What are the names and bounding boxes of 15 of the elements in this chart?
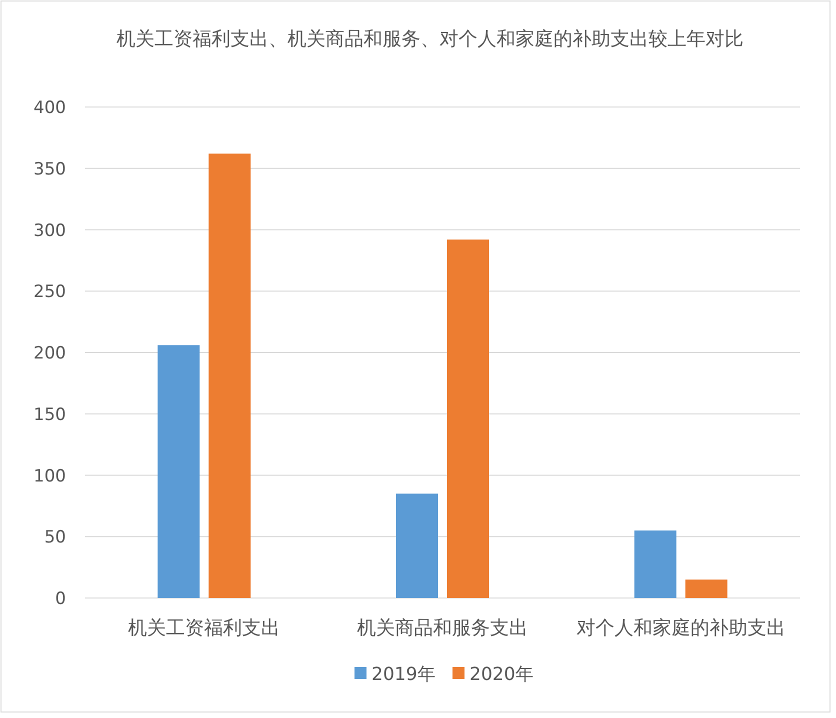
x-tick-label: 机关商品和服务支出 [357, 617, 528, 639]
x-tick-label: 对个人和家庭的补助支出 [576, 617, 786, 639]
y-tick-label: 400 [34, 98, 66, 118]
y-tick-label: 300 [34, 220, 66, 241]
legend-label: 2019年 [372, 664, 436, 685]
title: 机关工资福利支出、机关商品和服务、对个人和家庭的补助支出较上年对比 [116, 28, 744, 50]
y-tick-label: 350 [34, 159, 66, 180]
y-tick-label: 250 [34, 282, 66, 302]
y-tick-label: 0 [55, 589, 66, 609]
y-tick-label: 100 [34, 466, 66, 486]
y-tick-label: 200 [34, 344, 66, 364]
legend-label: 2020年 [470, 664, 534, 685]
y-tick-label: 150 [34, 404, 66, 425]
x-tick-label: 机关工资福利支出 [128, 617, 280, 639]
y-tick-label: 50 [44, 528, 66, 548]
